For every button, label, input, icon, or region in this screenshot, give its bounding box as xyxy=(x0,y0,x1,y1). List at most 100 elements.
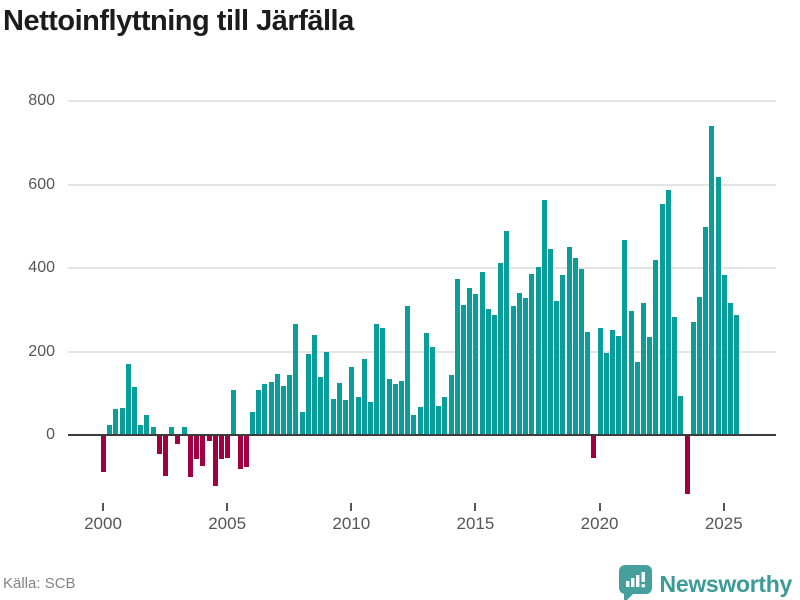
bar-2003Q3 xyxy=(187,436,193,478)
bar-2009Q1 xyxy=(324,352,330,435)
bar-2016Q4 xyxy=(516,293,522,435)
bar-2004Q4 xyxy=(218,436,224,459)
newsworthy-logo[interactable]: Newsworthy xyxy=(618,565,792,600)
x-axis-label: 2000 xyxy=(84,514,122,533)
y-axis-label: 800 xyxy=(28,92,55,109)
bar-2011Q2 xyxy=(380,328,386,435)
x-axis-zero-line xyxy=(68,434,776,436)
y-axis-label: 400 xyxy=(28,259,55,276)
bar-2017Q3 xyxy=(535,267,541,435)
bar-2002Q2 xyxy=(156,436,162,455)
bar-2019Q2 xyxy=(578,269,584,435)
y-axis-label: 0 xyxy=(46,426,55,443)
bar-2011Q3 xyxy=(386,379,392,435)
bar-2021Q3 xyxy=(634,361,640,435)
bar-2001Q4 xyxy=(144,414,150,435)
gridline xyxy=(68,183,776,186)
x-axis-label: 2010 xyxy=(332,514,371,533)
bar-2001Q1 xyxy=(125,363,131,435)
bar-2007Q4 xyxy=(293,323,299,435)
bar-2010Q4 xyxy=(367,402,373,435)
bar-2015Q1 xyxy=(473,294,479,435)
bar-2022Q2 xyxy=(653,260,659,435)
bar-2001Q2 xyxy=(132,387,138,435)
bar-2020Q4 xyxy=(616,336,622,435)
bar-2023Q2 xyxy=(678,395,684,435)
x-axis-tick xyxy=(102,503,104,511)
bar-2021Q1 xyxy=(622,239,628,435)
bar-2012Q2 xyxy=(405,305,411,435)
bar-2010Q3 xyxy=(361,359,367,435)
bar-2003Q4 xyxy=(194,436,200,459)
bar-2017Q1 xyxy=(523,298,529,435)
bar-2020Q1 xyxy=(597,328,603,435)
bar-2018Q1 xyxy=(547,249,553,435)
bar-2008Q4 xyxy=(318,376,324,435)
x-axis-label: 2005 xyxy=(208,514,247,533)
bar-2005Q1 xyxy=(225,436,231,458)
x-axis-tick xyxy=(598,503,601,511)
bar-2008Q1 xyxy=(299,412,305,435)
bar-2006Q2 xyxy=(256,390,262,435)
bar-2016Q2 xyxy=(504,231,510,435)
bar-2015Q4 xyxy=(492,314,498,435)
y-axis-label: 600 xyxy=(28,175,55,193)
x-axis-tick xyxy=(722,503,725,511)
bar-2009Q2 xyxy=(330,398,336,435)
bar-2018Q3 xyxy=(560,275,566,435)
x-axis-label: 2015 xyxy=(456,514,495,533)
y-axis-label: 200 xyxy=(28,342,55,360)
bar-2022Q1 xyxy=(647,337,653,435)
bar-2023Q4 xyxy=(690,322,696,435)
bar-2003Q1 xyxy=(175,436,181,445)
bar-2009Q3 xyxy=(336,382,342,435)
bar-2013Q2 xyxy=(429,347,435,435)
bar-2017Q4 xyxy=(541,200,547,435)
bar-2019Q3 xyxy=(585,332,591,435)
bar-2010Q2 xyxy=(355,397,361,435)
bar-2020Q2 xyxy=(603,353,609,435)
bar-2024Q2 xyxy=(703,227,709,435)
newsworthy-badge-icon xyxy=(618,565,653,600)
bar-2000Q1 xyxy=(101,436,106,473)
bar-2014Q3 xyxy=(461,304,467,435)
bar-2014Q1 xyxy=(448,375,454,435)
bar-2005Q4 xyxy=(243,436,249,468)
bar-2002Q4 xyxy=(169,426,175,435)
bar-2020Q3 xyxy=(610,329,615,435)
bar-2000Q3 xyxy=(113,409,119,435)
x-axis-label: 2025 xyxy=(704,514,743,533)
bar-2021Q4 xyxy=(641,302,647,435)
bar-2022Q4 xyxy=(665,190,671,435)
bar-2018Q2 xyxy=(554,301,560,435)
bar-2002Q1 xyxy=(150,427,156,435)
bar-2025Q2 xyxy=(727,302,733,435)
bar-2007Q3 xyxy=(287,375,293,435)
bar-2019Q4 xyxy=(591,436,597,458)
bar-2004Q2 xyxy=(206,436,212,441)
bar-2019Q1 xyxy=(572,257,578,435)
bar-2008Q2 xyxy=(305,354,311,435)
bar-2001Q3 xyxy=(138,424,144,435)
source-label: Källa: SCB xyxy=(3,575,76,592)
bar-2015Q2 xyxy=(479,272,485,435)
bar-2011Q1 xyxy=(374,323,380,435)
x-axis-label: 2020 xyxy=(580,514,619,533)
bar-2015Q3 xyxy=(485,308,491,435)
bar-2000Q2 xyxy=(107,424,113,435)
bar-2012Q3 xyxy=(411,414,417,435)
x-axis-tick xyxy=(226,503,229,511)
bar-2000Q4 xyxy=(119,408,125,435)
bar-2014Q4 xyxy=(467,288,473,435)
bar-2024Q1 xyxy=(696,296,702,435)
gridline xyxy=(68,267,776,269)
bar-2006Q3 xyxy=(262,384,268,435)
x-axis-tick xyxy=(350,503,353,511)
bar-2017Q2 xyxy=(529,274,535,435)
x-axis-tick xyxy=(474,503,477,511)
bar-2004Q3 xyxy=(212,436,218,486)
bar-2010Q1 xyxy=(349,366,355,435)
newsworthy-wordmark: Newsworthy xyxy=(659,570,793,597)
bar-2025Q1 xyxy=(721,275,727,435)
bar-2002Q3 xyxy=(163,436,169,476)
